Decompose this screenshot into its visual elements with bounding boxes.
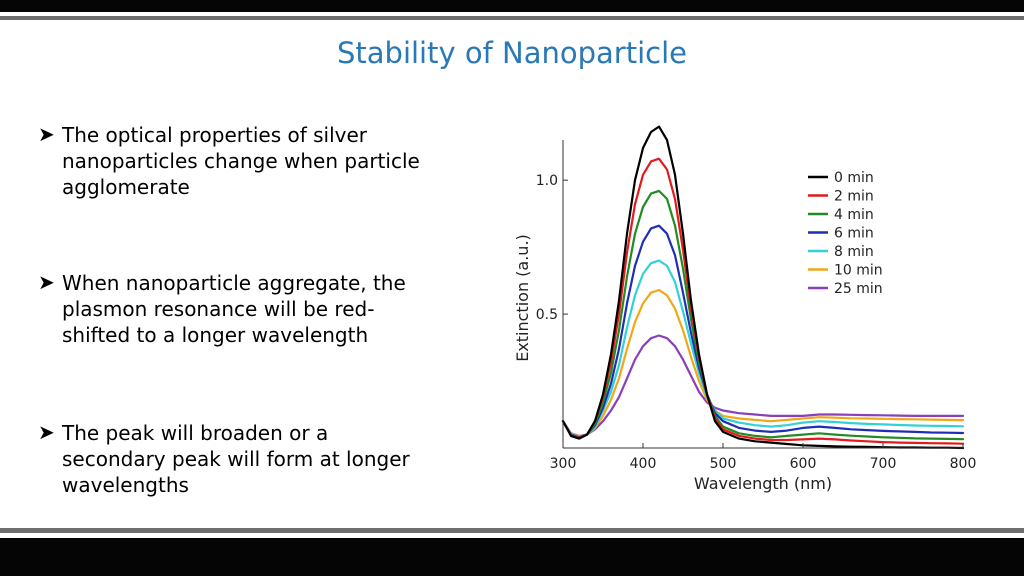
bullet-item: ➤ When nanoparticle aggregate, the plasm… (38, 270, 488, 348)
x-tick-label: 800 (950, 456, 977, 472)
legend-label: 4 min (834, 207, 874, 223)
series-line (561, 334, 965, 437)
series-line (561, 288, 965, 438)
y-tick-label: 1.0 (536, 173, 558, 189)
bullet-item: ➤ The optical properties of silver nanop… (38, 122, 488, 200)
series-line (561, 189, 965, 441)
bottom-black-bar (0, 538, 1024, 576)
x-tick-label: 400 (630, 456, 657, 472)
x-axis-label: Wavelength (nm) (694, 474, 832, 493)
legend-label: 6 min (834, 226, 874, 242)
right-arrowhead-icon: ➤ (38, 124, 55, 146)
bottom-gray-rule (0, 528, 1024, 533)
x-tick-label: 700 (870, 456, 897, 472)
bullet-text: The peak will broaden or a secondary pea… (62, 421, 410, 497)
x-tick-label: 500 (710, 456, 737, 472)
legend-label: 8 min (834, 244, 874, 260)
series-line (561, 259, 965, 438)
top-black-bar (0, 0, 1024, 12)
right-arrowhead-icon: ➤ (38, 272, 55, 294)
y-tick-label: 0.5 (536, 307, 558, 323)
x-tick-label: 600 (790, 456, 817, 472)
legend: 0 min 2 min 4 min 6 min 8 min 10 min 25 min (808, 170, 883, 297)
right-arrowhead-icon: ➤ (38, 422, 55, 444)
top-gray-rule (0, 16, 1024, 20)
legend-label: 2 min (834, 189, 874, 205)
bullet-text: The optical properties of silver nanopar… (62, 123, 420, 199)
y-axis-label: Extinction (a.u.) (513, 234, 532, 362)
legend-label: 25 min (834, 281, 883, 297)
legend-label: 0 min (834, 170, 874, 186)
bullet-item: ➤ The peak will broaden or a secondary p… (38, 420, 488, 498)
legend-label: 10 min (834, 263, 883, 279)
x-tick-label: 300 (550, 456, 577, 472)
series-line (561, 125, 965, 450)
series-line (561, 224, 965, 439)
axes: 300 400 500 600 700 800 0.5 1.0 (536, 140, 977, 472)
slide-title: Stability of Nanoparticle (336, 36, 687, 70)
bullet-text: When nanoparticle aggregate, the plasmon… (62, 271, 406, 347)
plot-area (561, 125, 965, 450)
